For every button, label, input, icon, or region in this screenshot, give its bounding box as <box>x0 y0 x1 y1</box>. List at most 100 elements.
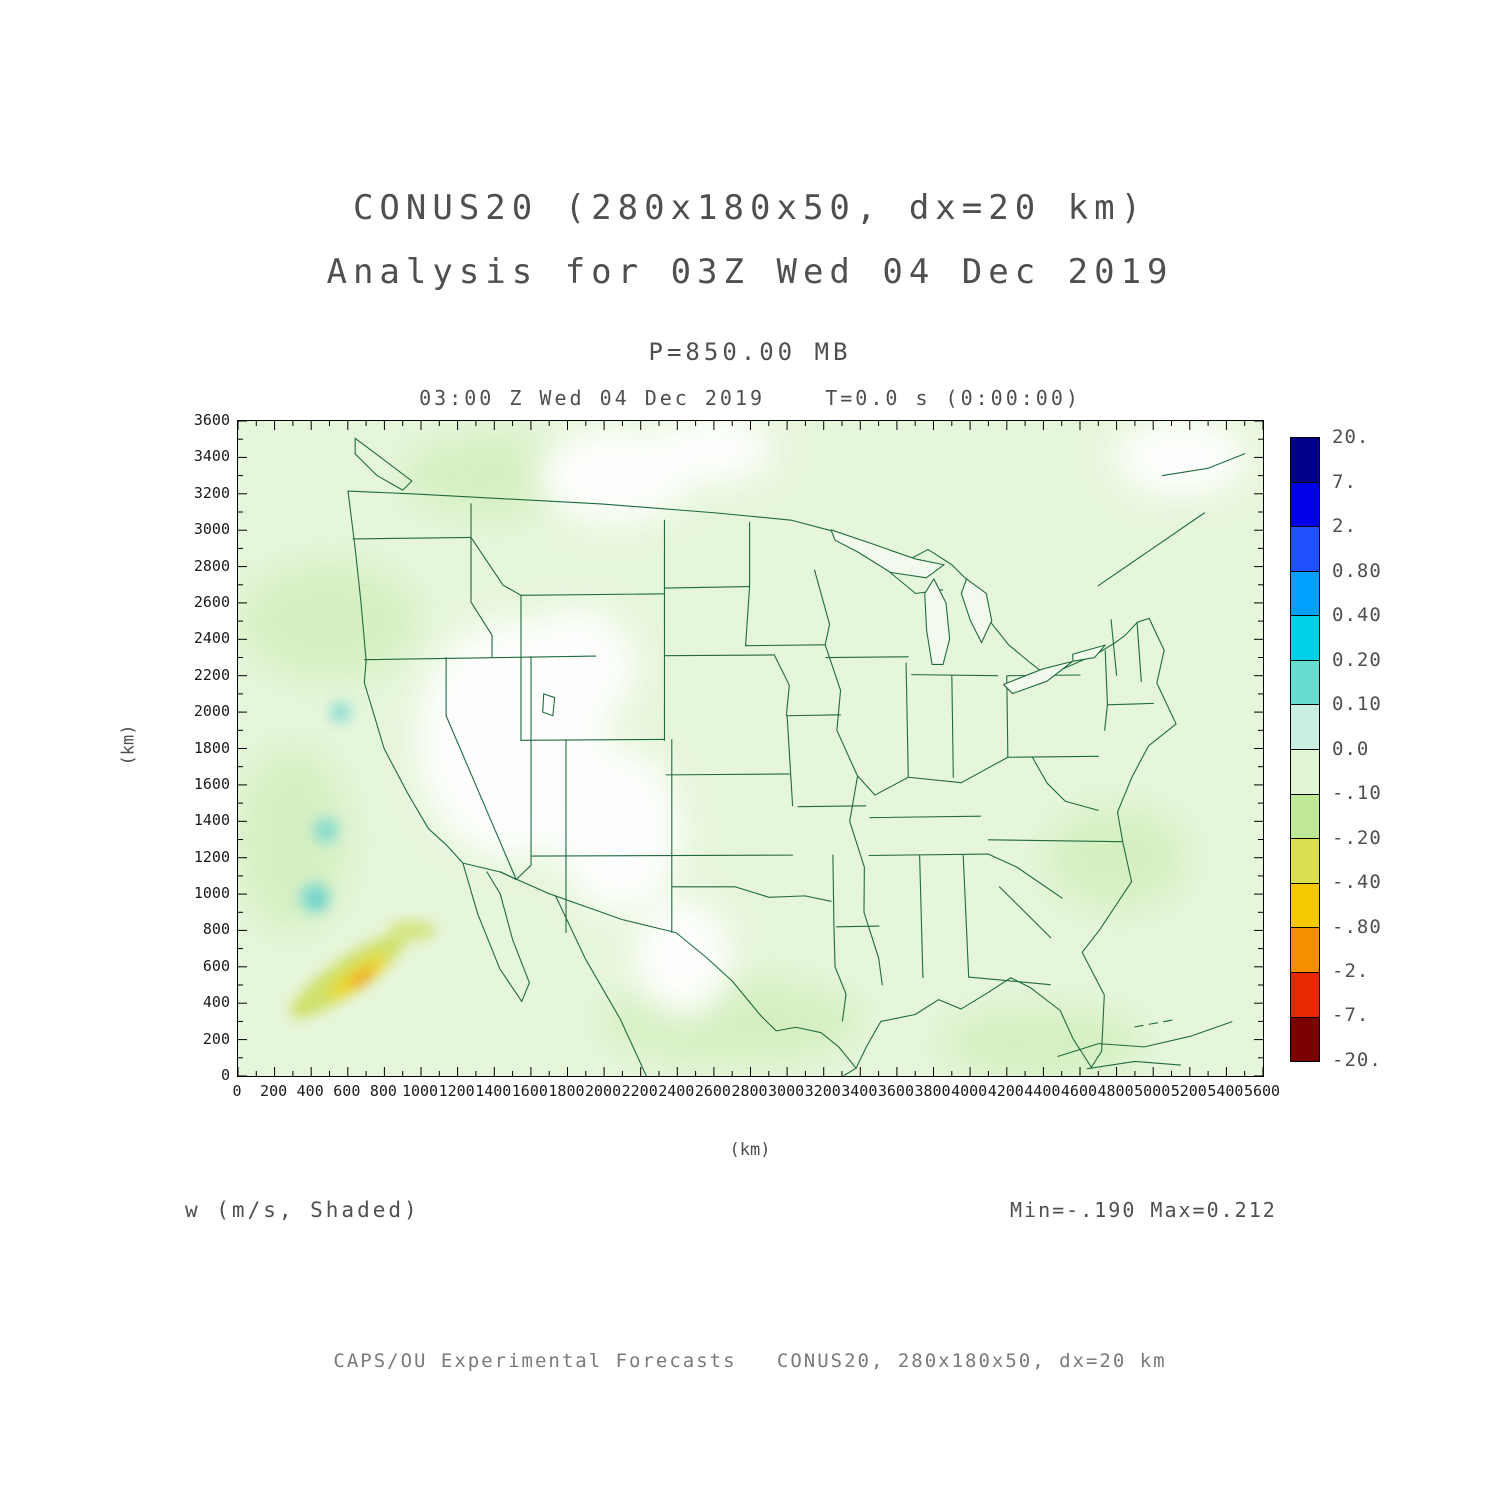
colorbar-cell <box>1291 704 1319 750</box>
shade-background <box>238 421 1263 1076</box>
x-tick-label: 800 <box>369 1082 397 1100</box>
y-tick-label: 2600 <box>193 592 230 611</box>
y-tick-label: 400 <box>202 993 230 1012</box>
x-tick-label: 3600 <box>877 1082 914 1100</box>
colorbar-tick-label: 20. <box>1332 426 1370 448</box>
y-tick-label: 3600 <box>193 411 230 429</box>
colorbar-cell <box>1291 526 1319 571</box>
x-tick-label: 1600 <box>511 1082 548 1100</box>
x-tick-label: 3000 <box>768 1082 805 1100</box>
y-tick-label: 600 <box>202 956 230 975</box>
colorbar-cell <box>1291 793 1319 839</box>
colorbar-tick-label: -2. <box>1332 960 1370 982</box>
x-tick-label: 4400 <box>1024 1082 1061 1100</box>
y-tick-label: 1800 <box>193 738 230 757</box>
cuba-coast <box>1057 1021 1233 1057</box>
y-tick-label: 3200 <box>193 483 230 502</box>
colorbar-cell <box>1291 570 1319 616</box>
valid-time-label: 03:00 Z Wed 04 Dec 2019 T=0.0 s (0:00:00… <box>419 386 1081 410</box>
vancouver-island <box>354 437 413 491</box>
pressure-level-label: P=850.00 MB <box>648 338 852 366</box>
x-tick-label: 4800 <box>1097 1082 1134 1100</box>
y-tick-label: 1200 <box>193 847 230 866</box>
colorbar-tick-label: 7. <box>1332 470 1357 493</box>
shade-cyan <box>299 701 352 914</box>
x-tick-label: 1200 <box>438 1082 475 1100</box>
y-tick-label: 1600 <box>193 774 230 793</box>
x-tick-label: 5200 <box>1170 1082 1207 1100</box>
baja-california <box>462 862 530 1002</box>
x-tick-label: 4200 <box>987 1082 1024 1100</box>
colorbar-cell <box>1291 1016 1319 1062</box>
x-tick-label: 1400 <box>475 1082 512 1100</box>
y-tick-label: 3000 <box>193 520 230 539</box>
x-tick-label: 2400 <box>658 1082 695 1100</box>
great-lakes <box>830 529 1106 695</box>
map-borders <box>347 437 1246 1076</box>
x-tick-label: 0 <box>232 1082 242 1100</box>
map-plot-area <box>237 420 1264 1077</box>
y-tick-label: 2200 <box>193 665 230 684</box>
minmax-label: Min=-.190 Max=0.212 <box>1010 1198 1277 1222</box>
colorbar-tick-label: -.20 <box>1332 826 1382 849</box>
x-tick-label: 1000 <box>401 1082 439 1100</box>
colorbar-tick-label: -20. <box>1332 1049 1382 1071</box>
mexico-coast <box>555 895 647 1076</box>
x-tick-label: 4000 <box>951 1082 988 1100</box>
y-tick-label: 1400 <box>193 811 230 830</box>
colorbar-cell <box>1291 438 1319 482</box>
y-tick-label: 0 <box>220 1066 230 1084</box>
x-tick-label: 3800 <box>914 1082 951 1100</box>
colorbar-tick-label: -.80 <box>1332 915 1382 938</box>
x-tick-label: 5600 <box>1243 1082 1281 1100</box>
y-tick-label: 800 <box>202 920 230 939</box>
colorbar-tick-label: 0.10 <box>1332 693 1382 715</box>
colorbar-cell <box>1291 481 1319 527</box>
colorbar-tick-label: 0.40 <box>1332 604 1382 626</box>
colorbar-cell <box>1291 971 1319 1017</box>
colorbar-tick-label: 2. <box>1332 515 1357 537</box>
y-tick-label: 200 <box>202 1029 230 1048</box>
colorbar-cell <box>1291 882 1319 928</box>
y-tick-label: 2400 <box>193 629 230 648</box>
x-tick-label: 1800 <box>548 1082 585 1100</box>
y-axis-labels: 0 200 400 600 800 1000 1200 1400 1600 1800 2000 220… <box>150 411 230 1084</box>
colorbar-tick-label: -7. <box>1332 1004 1370 1027</box>
colorbar-labels: 20. 7. 2. 0.80 0.40 0.20 0.10 0.0 -.10 -.20 -.40 -.… <box>1332 426 1412 1071</box>
shade-white <box>417 421 1247 1016</box>
x-tick-label: 400 <box>296 1082 324 1100</box>
y-tick-label: 3400 <box>193 447 230 466</box>
colorbar-tick-label: 0.20 <box>1332 648 1382 671</box>
y-tick-label: 1000 <box>193 884 230 903</box>
chart-title: CONUS20 (280x180x50, dx=20 km) <box>352 188 1148 228</box>
colorbar-tick-label: 0.0 <box>1332 737 1370 760</box>
x-axis-labels: 0 200 400 600 800 1000 1200 1400 1600 1800 2000 220… <box>232 1082 1280 1104</box>
y-tick-label: 2000 <box>193 702 230 721</box>
colorbar-cell <box>1291 838 1319 883</box>
colorbar-cell <box>1291 615 1319 660</box>
x-tick-label: 2200 <box>621 1082 658 1100</box>
shade-yellow-2 <box>388 920 436 941</box>
x-tick-label: 600 <box>333 1082 361 1100</box>
colorbar-tick-label: -.10 <box>1332 782 1382 804</box>
x-tick-label: 3400 <box>841 1082 878 1100</box>
x-tick-label: 200 <box>260 1082 288 1100</box>
colorbar-tick-label: -.40 <box>1332 871 1382 893</box>
x-tick-label: 5000 <box>1134 1082 1171 1100</box>
chart-subtitle: Analysis for 03Z Wed 04 Dec 2019 <box>326 252 1174 292</box>
colorbar-cell <box>1291 927 1319 972</box>
colorbar-tick-label: 0.80 <box>1332 559 1382 582</box>
x-tick-label: 5400 <box>1207 1082 1244 1100</box>
great-salt-lake <box>542 693 556 717</box>
x-tick-label: 2600 <box>694 1082 731 1100</box>
x-tick-label: 4600 <box>1060 1082 1098 1100</box>
y-tick-label: 2800 <box>193 556 230 575</box>
field-label: w (m/s, Shaded) <box>185 1198 420 1222</box>
x-axis-title: (km) <box>729 1140 771 1160</box>
colorbar-cell <box>1291 659 1319 705</box>
y-axis-title: (km) <box>118 724 139 766</box>
credit-footer: CAPS/OU Experimental Forecasts CONUS20, … <box>333 1350 1167 1372</box>
conus-map <box>238 421 1263 1076</box>
x-tick-label: 2800 <box>731 1082 768 1100</box>
